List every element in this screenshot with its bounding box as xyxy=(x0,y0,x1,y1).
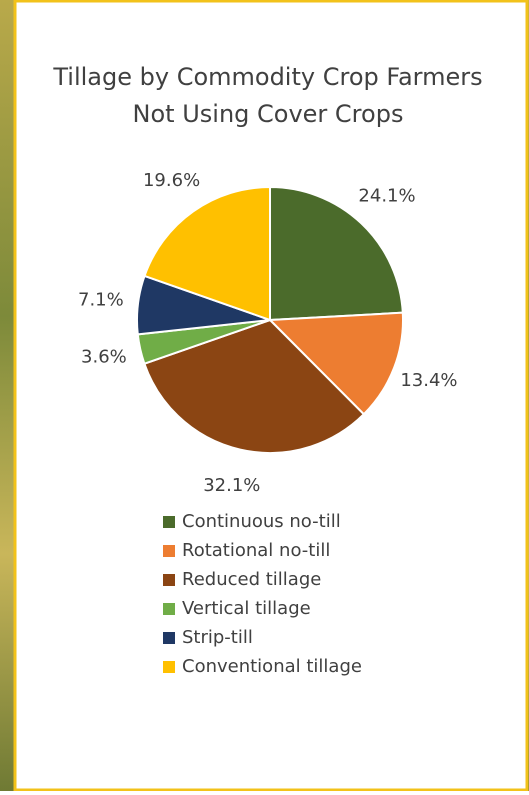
pie-slice xyxy=(143,318,366,454)
data-label: 3.6% xyxy=(81,346,127,367)
legend-label: Vertical tillage xyxy=(182,598,311,619)
legend-label: Rotational no-till xyxy=(182,540,330,561)
legend-swatch xyxy=(163,516,175,528)
legend-label: Strip-till xyxy=(182,627,253,648)
chart-title: Tillage by Commodity Crop Farmers xyxy=(52,63,482,91)
legend-label: Continuous no-till xyxy=(182,511,341,532)
data-label: 13.4% xyxy=(400,370,457,391)
legend-swatch xyxy=(163,603,175,615)
legend-swatch xyxy=(163,545,175,557)
pie-slice xyxy=(143,185,271,322)
legend-label: Reduced tillage xyxy=(182,569,321,590)
legend-swatch xyxy=(163,632,175,644)
data-label: 32.1% xyxy=(203,475,260,496)
legend-swatch xyxy=(163,574,175,586)
legend-label: Conventional tillage xyxy=(182,656,362,677)
data-label: 19.6% xyxy=(143,170,200,191)
chart-title: Not Using Cover Crops xyxy=(133,100,404,128)
data-label: 24.1% xyxy=(358,185,415,206)
pie-slice xyxy=(269,185,404,322)
legend-swatch xyxy=(163,661,175,673)
data-label: 7.1% xyxy=(78,290,124,311)
pie-slice xyxy=(267,311,404,416)
